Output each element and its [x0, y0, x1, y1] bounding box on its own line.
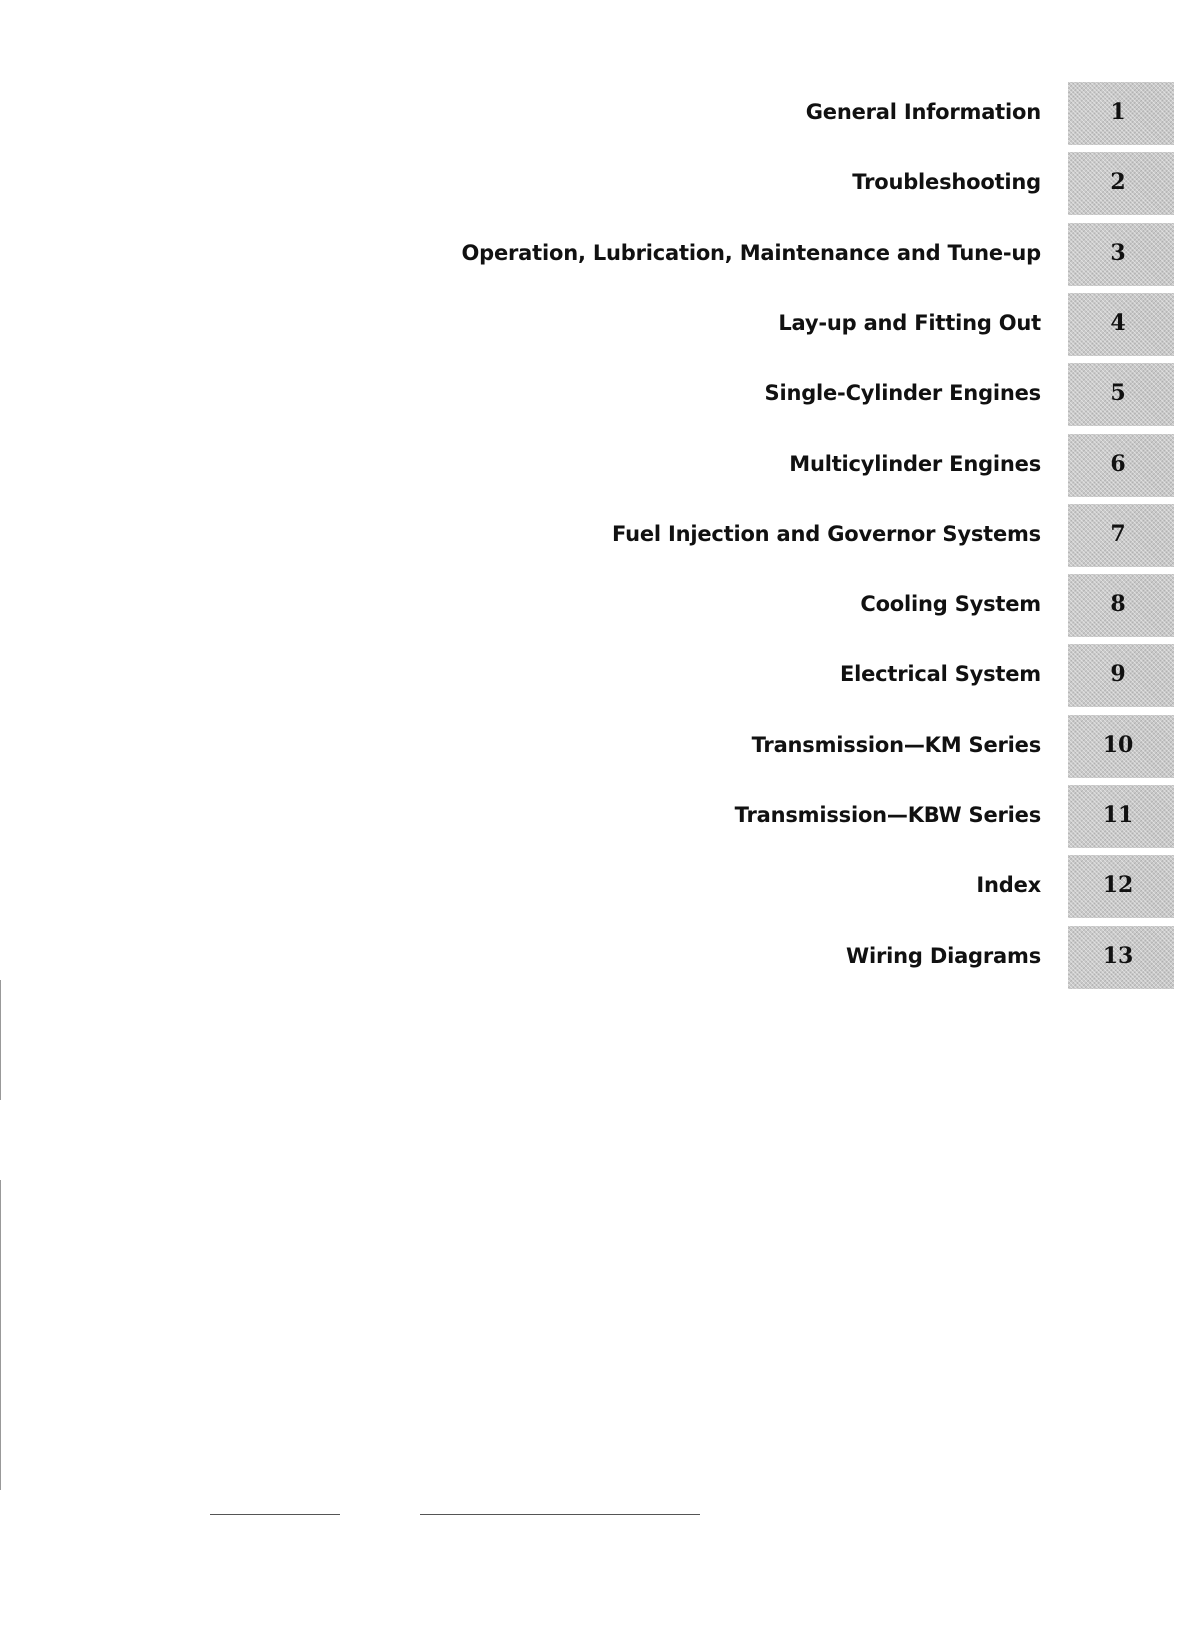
toc-entry[interactable]: General Information 1 [0, 82, 1189, 146]
section-tab[interactable]: 13 [1068, 925, 1174, 989]
section-tab[interactable]: 10 [1068, 714, 1174, 778]
tab-number: 2 [1110, 169, 1126, 196]
section-tab[interactable]: 8 [1068, 574, 1174, 638]
toc-entry[interactable]: Single-Cylinder Engines 5 [0, 363, 1189, 427]
section-title: Wiring Diagrams [846, 943, 1041, 968]
tab-number: 10 [1102, 731, 1134, 758]
section-title: Electrical System [839, 662, 1041, 687]
section-title: Transmission—KBW Series [734, 803, 1042, 827]
section-title: Multicylinder Engines [789, 451, 1041, 476]
section-title: Operation, Lubrication, Maintenance and … [461, 240, 1042, 265]
tab-number: 1 [1110, 99, 1126, 125]
section-tab[interactable]: 7 [1068, 503, 1174, 567]
section-tab[interactable]: 2 [1068, 152, 1174, 216]
scan-artifact-line [420, 1514, 700, 1515]
tab-number: 3 [1110, 239, 1126, 266]
section-title: Transmission—KM Series [751, 732, 1042, 757]
section-title: Single-Cylinder Engines [764, 381, 1042, 406]
tab-number: 8 [1110, 591, 1126, 618]
section-title: Index [976, 873, 1041, 898]
toc-entry[interactable]: Transmission—KM Series 10 [0, 714, 1189, 779]
toc-entry[interactable]: Wiring Diagrams 13 [0, 925, 1189, 990]
toc-entry[interactable]: Fuel Injection and Governor Systems 7 [0, 503, 1189, 568]
scan-artifact-line [210, 1514, 340, 1515]
tab-number: 7 [1110, 520, 1126, 547]
section-title: Lay-up and Fitting Out [778, 310, 1041, 335]
toc-entry[interactable]: Lay-up and Fitting Out 4 [0, 292, 1189, 357]
section-tab[interactable]: 6 [1068, 433, 1174, 497]
section-title: Troubleshooting [852, 170, 1041, 195]
tab-number: 12 [1102, 872, 1134, 899]
toc-entry[interactable]: Index 12 [0, 855, 1189, 919]
toc-entry[interactable]: Multicylinder Engines 6 [0, 433, 1189, 498]
scan-edge-line [0, 1180, 1, 1490]
toc-entry[interactable]: Transmission—KBW Series 11 [0, 785, 1189, 849]
section-title: Fuel Injection and Governor Systems [611, 521, 1041, 546]
section-tab[interactable]: 12 [1068, 855, 1174, 919]
section-tab[interactable]: 9 [1068, 644, 1174, 708]
tab-number: 9 [1110, 661, 1126, 688]
section-tab[interactable]: 1 [1068, 82, 1174, 145]
tab-number: 13 [1102, 942, 1134, 969]
tab-number: 4 [1110, 309, 1126, 336]
section-tab[interactable]: 11 [1068, 785, 1174, 848]
section-tab[interactable]: 4 [1068, 292, 1174, 356]
tab-number: 6 [1110, 450, 1126, 477]
toc-entry[interactable]: Electrical System 9 [0, 644, 1189, 708]
tab-number: 11 [1102, 802, 1134, 828]
toc-entry[interactable]: Troubleshooting 2 [0, 152, 1189, 216]
scan-edge-line [0, 980, 1, 1100]
toc-entry[interactable]: Operation, Lubrication, Maintenance and … [0, 222, 1189, 287]
section-title: Cooling System [860, 592, 1041, 617]
toc-entry[interactable]: Cooling System 8 [0, 574, 1189, 638]
section-tab[interactable]: 5 [1068, 363, 1174, 427]
tab-number: 5 [1110, 380, 1126, 407]
section-title: General Information [805, 100, 1041, 124]
section-tab[interactable]: 3 [1068, 222, 1174, 286]
